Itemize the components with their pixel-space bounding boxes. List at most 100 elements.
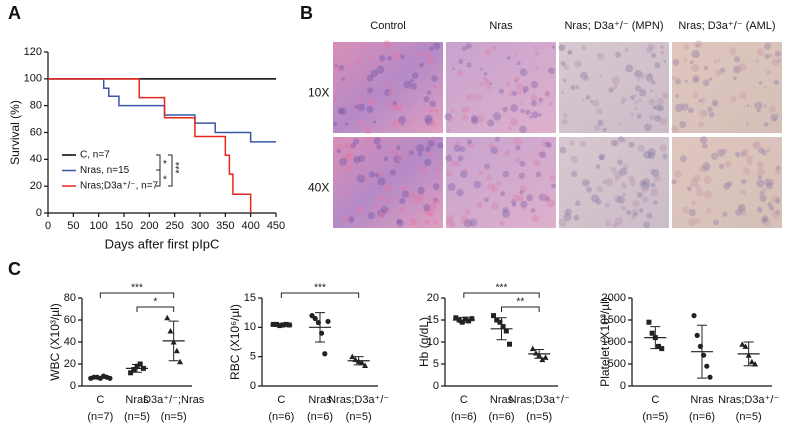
tissue-texture [656,97,664,106]
tissue-texture [759,194,767,203]
tissue-texture [377,209,386,218]
tissue-texture [738,63,747,72]
tissue-texture [739,92,747,100]
tissue-texture [699,109,708,118]
tissue-texture [505,81,510,87]
tissue-texture [694,40,703,49]
tissue-texture [448,221,456,228]
tissue-texture [383,184,392,193]
data-point [491,313,496,319]
tissue-texture [560,61,566,67]
tissue-texture [694,218,701,224]
tissue-texture [757,109,760,113]
data-point [659,346,665,352]
tissue-texture [756,107,762,113]
survival-curve [48,78,276,143]
y-tick-label: 0 [70,380,76,392]
data-point [164,314,171,321]
tissue-texture [551,45,555,49]
tissue-texture [580,71,588,80]
tissue-texture [416,144,425,153]
tissue-texture [367,97,376,106]
tissue-texture [573,214,580,221]
tissue-texture [374,172,380,178]
tissue-texture [737,64,742,69]
error-bar [697,324,707,379]
significance-bracket [501,306,540,312]
tissue-texture [638,208,644,213]
y-tick-label: 15 [427,314,439,326]
tissue-texture [711,99,719,107]
tissue-texture [562,78,567,83]
tissue-texture [394,103,403,111]
tissue-texture [653,200,658,205]
tissue-texture [430,136,436,142]
tissue-texture [692,174,701,182]
tissue-texture [621,192,627,197]
tissue-texture [567,49,573,55]
y-tick-label: 0 [36,207,42,219]
tissue-texture [541,194,549,202]
tissue-texture [341,128,346,133]
y-tick-label: 1500 [602,314,626,326]
tissue-texture [509,118,519,127]
tissue-texture [502,109,507,114]
tissue-texture [424,50,432,58]
x-axis-label: Days after first pIpC [105,236,220,251]
tissue-texture [484,163,491,170]
tissue-texture [632,211,638,217]
y-tick-label: 1000 [602,336,626,348]
tissue-texture [658,105,665,111]
tissue-texture [767,201,773,207]
tissue-texture [648,73,652,77]
tissue-texture [393,155,402,164]
tissue-texture [498,88,504,94]
tissue-texture [483,77,487,81]
tissue-texture [387,90,394,96]
tissue-texture [660,50,665,55]
significance-bracket [136,306,175,312]
tissue-texture [401,122,404,126]
tissue-texture [390,103,398,112]
tissue-texture [339,107,347,115]
tissue-texture [605,178,614,187]
tissue-texture [337,107,344,115]
tissue-texture [768,53,773,58]
tissue-texture [499,220,505,226]
tissue-texture [376,193,384,202]
tissue-texture [367,87,374,94]
tissue-texture [502,106,508,113]
tissue-texture [359,92,364,98]
tissue-texture [763,85,767,89]
tissue-texture [756,160,765,169]
tissue-texture [774,50,781,57]
tissue-texture [702,143,708,149]
tissue-texture [775,198,781,204]
tissue-texture [526,194,534,202]
tissue-texture [462,114,469,121]
n-label: (n=5) [124,411,150,423]
tissue-texture [733,56,741,63]
n-label: (n=7) [87,411,113,423]
tissue-texture [766,147,772,153]
tissue-texture [602,127,607,132]
tissue-texture [774,168,781,175]
tissue-texture [387,78,391,83]
tissue-texture [675,78,682,85]
tissue-texture [764,42,772,50]
tissue-texture [760,187,767,194]
data-point [177,358,184,365]
x-tick-label: C [651,394,659,406]
tissue-texture [466,62,472,68]
x-tick-label: 450 [267,220,285,232]
tissue-texture [398,115,406,124]
tissue-texture [531,100,538,107]
data-point [167,328,174,334]
tissue-texture [703,190,712,199]
tissue-texture [770,113,779,122]
tissue-texture [694,184,701,190]
y-tick-label: 60 [30,126,42,138]
row-label: 10X [308,86,329,100]
data-point [362,362,369,368]
tissue-texture [423,96,430,103]
